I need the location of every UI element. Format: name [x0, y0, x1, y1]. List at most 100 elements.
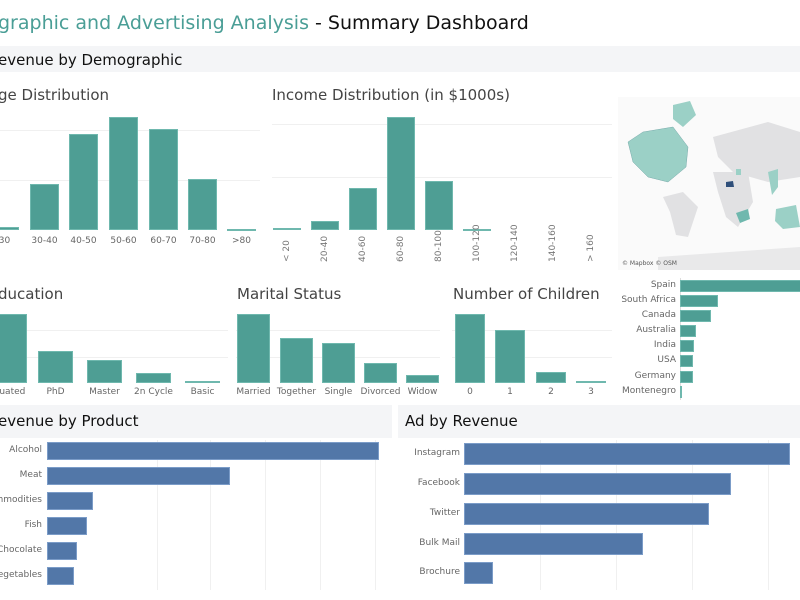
ad-bar[interactable]: [464, 473, 732, 495]
education-tick-label: Basic: [190, 387, 215, 397]
age-bar[interactable]: [149, 129, 178, 230]
demographic-section-header: [0, 46, 800, 72]
product-section-header: [0, 405, 392, 438]
product-bar[interactable]: [47, 442, 379, 460]
marital-tick-label: Widow: [407, 387, 438, 397]
income-tick-label: 60-80: [396, 235, 406, 262]
children-bar[interactable]: [536, 371, 566, 383]
product-row-label: Alcohol: [9, 445, 42, 455]
income-bar[interactable]: [425, 181, 453, 230]
age-bar[interactable]: [0, 226, 19, 230]
product-gridline: [265, 440, 266, 590]
marital-bar[interactable]: [364, 362, 397, 383]
marital-bar[interactable]: [322, 342, 355, 383]
product-row-label: Meat: [19, 470, 42, 480]
education-bar[interactable]: [38, 351, 73, 383]
ad-row-label: Bulk Mail: [419, 538, 460, 548]
income-tick-label: 40-60: [358, 235, 368, 262]
product-bar[interactable]: [47, 517, 87, 535]
age-tick-label: 70-80: [189, 236, 216, 246]
country-bar[interactable]: [680, 325, 696, 337]
country-row-label: Montenegro: [621, 386, 676, 396]
education-bar[interactable]: [0, 314, 27, 383]
country-bar[interactable]: [680, 295, 718, 307]
ad-bar[interactable]: [464, 503, 709, 525]
marital-tick-label: Single: [324, 387, 353, 397]
income-tick-label: > 160: [586, 234, 596, 262]
income-tick-label: 120-140: [510, 224, 520, 262]
marital-bar[interactable]: [406, 374, 439, 383]
income-chart-title: Income Distribution (in $1000s): [272, 86, 510, 104]
age-bar[interactable]: [69, 133, 98, 230]
country-bar[interactable]: [680, 280, 800, 292]
country-bar[interactable]: [680, 355, 693, 367]
germany-shape: [736, 169, 741, 175]
ad-section-title: Ad by Revenue: [405, 412, 518, 430]
country-axis: [680, 278, 681, 400]
product-bar[interactable]: [47, 467, 230, 485]
education-bar[interactable]: [185, 380, 220, 383]
ad-bar[interactable]: [464, 443, 790, 465]
product-row-label: Chocolate: [0, 545, 42, 555]
country-bar[interactable]: [680, 386, 682, 398]
product-row-label: mmodities: [0, 495, 42, 505]
education-bar[interactable]: [136, 373, 171, 383]
world-map-icon: [627, 101, 800, 270]
children-chart-title: Number of Children: [453, 285, 600, 303]
marital-chart-title: Marital Status: [237, 285, 342, 303]
marital-gridline: [236, 330, 440, 331]
age-bar[interactable]: [30, 183, 59, 230]
map-credit: © Mapbox © OSM: [622, 260, 677, 267]
ad-section-header: [398, 405, 800, 438]
south-africa-shape: [736, 209, 750, 223]
income-gridline: [272, 124, 612, 125]
country-row-label: Germany: [634, 371, 676, 381]
income-tick-label: 140-160: [548, 224, 558, 262]
product-bar[interactable]: [47, 492, 94, 510]
product-row-label: egetables: [0, 570, 42, 580]
country-bar[interactable]: [680, 310, 712, 322]
australia-shape: [775, 205, 800, 229]
children-tick-label: 1: [507, 387, 513, 397]
greenland-shape: [673, 101, 696, 127]
ad-row-label: Brochure: [419, 567, 460, 577]
age-tick-label: 30: [0, 236, 11, 246]
country-bar[interactable]: [680, 371, 693, 383]
marital-bar[interactable]: [237, 314, 270, 383]
age-bar[interactable]: [188, 179, 217, 230]
education-gridline: [0, 357, 228, 358]
children-bar[interactable]: [455, 314, 485, 383]
income-bar[interactable]: [463, 228, 491, 231]
dashboard-title: graphic and Advertising Analysis - Summa…: [0, 12, 529, 34]
ad-row-label: Twitter: [429, 508, 460, 518]
age-bar[interactable]: [109, 117, 138, 230]
title-rest: - Summary Dashboard: [308, 12, 529, 34]
product-gridline: [210, 440, 211, 590]
children-bar[interactable]: [576, 380, 606, 383]
country-row-label: Canada: [641, 310, 676, 320]
education-bar[interactable]: [87, 360, 122, 383]
product-gridline: [157, 440, 158, 590]
age-tick-label: >80: [232, 236, 251, 246]
country-bar[interactable]: [680, 340, 695, 352]
children-bar[interactable]: [495, 329, 525, 383]
country-row-label: Spain: [650, 280, 676, 290]
income-bar[interactable]: [273, 227, 301, 230]
income-bar[interactable]: [311, 220, 339, 230]
marital-tick-label: Married: [236, 387, 271, 397]
income-tick-label: 80-100: [434, 230, 444, 262]
income-bar[interactable]: [387, 117, 415, 230]
children-gridline: [452, 330, 612, 331]
country-map[interactable]: © Mapbox © OSM: [618, 97, 800, 270]
marital-tick-label: Divorced: [360, 387, 401, 397]
ad-bar[interactable]: [464, 533, 644, 555]
marital-bar[interactable]: [280, 338, 313, 383]
education-chart-title: ducation: [0, 285, 64, 303]
income-bar[interactable]: [349, 188, 377, 230]
ad-bar[interactable]: [464, 562, 494, 584]
age-bar[interactable]: [227, 228, 256, 231]
country-row-label: USA: [657, 355, 676, 365]
product-bar[interactable]: [47, 567, 74, 585]
income-tick-label: < 20: [282, 240, 292, 262]
product-bar[interactable]: [47, 542, 77, 560]
